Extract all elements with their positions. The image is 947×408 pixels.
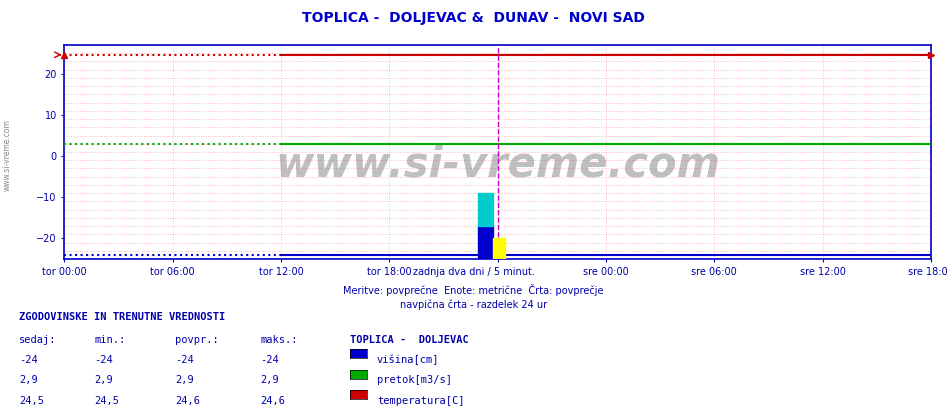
Text: 24,6: 24,6 [175,396,200,406]
Text: TOPLICA -  DOLJEVAC: TOPLICA - DOLJEVAC [350,335,469,345]
Text: min.:: min.: [95,335,126,345]
Bar [493,239,505,259]
Text: 24,5: 24,5 [19,396,44,406]
Text: www.si-vreme.com: www.si-vreme.com [3,119,12,191]
Text: maks.:: maks.: [260,335,298,345]
Text: 24,6: 24,6 [260,396,285,406]
Text: navpična črta - razdelek 24 ur: navpična črta - razdelek 24 ur [400,300,547,310]
Text: zadnja dva dni / 5 minut.: zadnja dva dni / 5 minut. [413,267,534,277]
Text: -24: -24 [95,355,114,365]
Text: povpr.:: povpr.: [175,335,219,345]
Text: -24: -24 [260,355,279,365]
Text: -24: -24 [19,355,38,365]
Bar [478,226,493,259]
Text: 24,5: 24,5 [95,396,119,406]
Text: TOPLICA -  DOLJEVAC &  DUNAV -  NOVI SAD: TOPLICA - DOLJEVAC & DUNAV - NOVI SAD [302,11,645,25]
Text: 2,9: 2,9 [175,375,194,386]
Text: sedaj:: sedaj: [19,335,57,345]
Text: -24: -24 [175,355,194,365]
Text: višina[cm]: višina[cm] [377,355,439,366]
Text: Meritve: povprečne  Enote: metrične  Črta: povprečje: Meritve: povprečne Enote: metrične Črta:… [343,284,604,295]
Text: temperatura[C]: temperatura[C] [377,396,464,406]
Text: pretok[m3/s]: pretok[m3/s] [377,375,452,386]
Text: 2,9: 2,9 [260,375,279,386]
Text: www.si-vreme.com: www.si-vreme.com [276,143,720,185]
Bar [478,193,493,226]
Text: ZGODOVINSKE IN TRENUTNE VREDNOSTI: ZGODOVINSKE IN TRENUTNE VREDNOSTI [19,312,225,322]
Text: 2,9: 2,9 [19,375,38,386]
Text: 2,9: 2,9 [95,375,114,386]
